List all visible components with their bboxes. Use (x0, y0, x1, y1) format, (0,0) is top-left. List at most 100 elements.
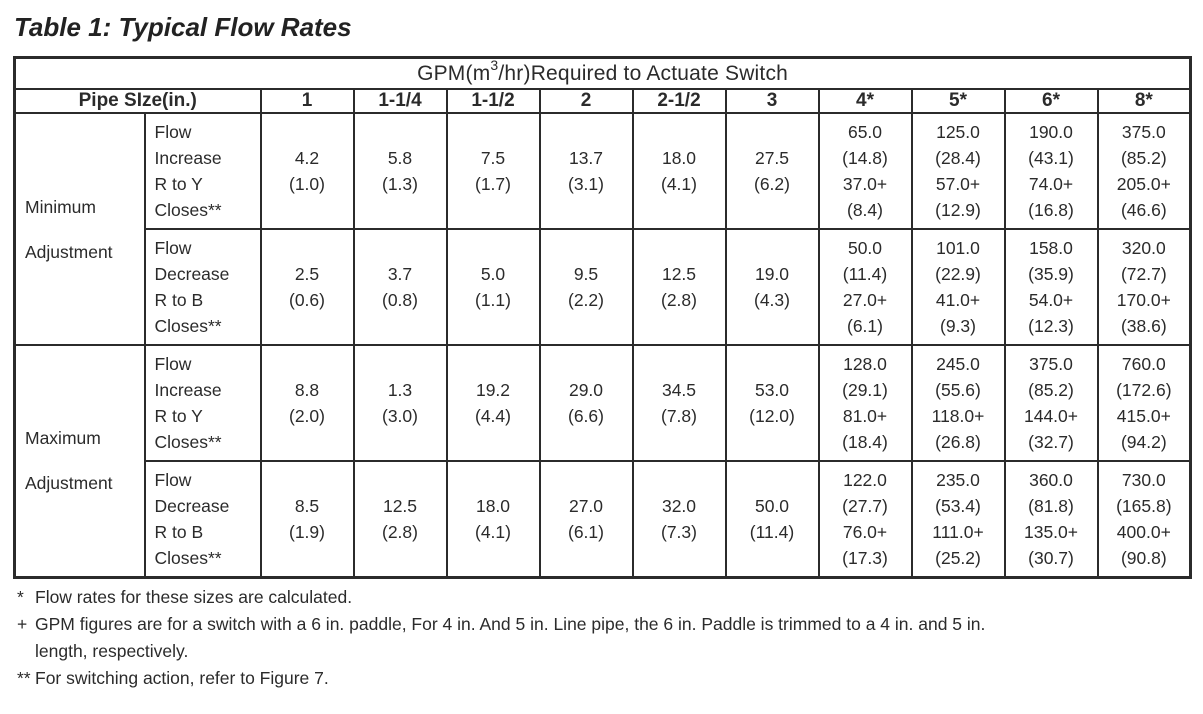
data-row: Maximum Adjustment Flow Increase R to Y Close… (13, 344, 1192, 578)
footnotes: * Flow rates for these sizes are calculat… (17, 584, 1203, 692)
value-line: 122.0 (843, 469, 887, 490)
value-line: (0.8) (382, 290, 418, 310)
value-line: (0.6) (289, 290, 325, 310)
value-line: (8.4) (847, 200, 883, 220)
value-cell: 19.0 (4.3) (724, 228, 820, 346)
pipe-size-header: 2-1/2 (631, 88, 727, 114)
footnote-text: GPM figures are for a switch with a 6 in… (35, 613, 986, 634)
value-line: (43.1) (1028, 148, 1074, 168)
value-line: (81.8) (1028, 495, 1074, 516)
value-line: (11.4) (749, 521, 795, 542)
value-line: (6.6) (568, 406, 604, 426)
value-line: 4.2 (294, 148, 320, 168)
value-line: 54.0+ (1028, 290, 1074, 310)
row-label-line: Flow (154, 238, 192, 258)
footnote-marker: + (17, 613, 28, 634)
value-cell: 50.0 (11.4) (724, 460, 820, 578)
value-line: (2.8) (382, 521, 418, 542)
value-cell: 50.0 (11.4) 27.0+ (6.1) (817, 228, 913, 346)
page-title: Table 1: Typical Flow Rates (14, 12, 352, 42)
value-line: (14.8) (842, 148, 888, 168)
gpm-header-cell: GPM(m3/hr)Required to Actuate Switch (13, 56, 1192, 90)
value-line: 9.5 (573, 264, 599, 284)
value-line: 730.0 (1121, 469, 1166, 490)
value-cell: 730.0 (165.8) 400.0+ (90.8) (1096, 460, 1192, 578)
value-cell: 2.5 (0.6) (259, 228, 355, 346)
value-cell: 12.5 (2.8) (631, 228, 727, 346)
table-body: Minimum Adjustment Flow Increase R to Y Close… (13, 112, 1192, 578)
value-line: (9.3) (940, 316, 976, 336)
data-row: Flow Decrease R to B Closes** 2.5 (0.6) 3.7 (0.… (15, 228, 1192, 346)
footnote-line: * Flow rates for these sizes are calculat… (17, 584, 1203, 611)
value-line: 12.5 (661, 264, 697, 284)
value-line: 37.0+ (842, 174, 888, 194)
value-line: 111.0+ (932, 521, 984, 542)
value-line: (1.0) (289, 174, 325, 194)
value-line: 158.0 (1029, 238, 1073, 258)
value-cell: 65.0 (14.8) 37.0+ (8.4) (817, 112, 913, 230)
value-line: 320.0 (1121, 238, 1166, 258)
adjustment-group-cell: Minimum Adjustment (13, 112, 146, 346)
value-line: 1.3 (387, 380, 413, 400)
value-line: (17.3) (842, 547, 888, 568)
value-line: 53.0 (754, 380, 790, 400)
value-line: (4.1) (661, 174, 697, 194)
footnote-line: ** For switching action, refer to Figure … (17, 665, 1203, 692)
value-line: 74.0+ (1028, 174, 1074, 194)
value-line: 65.0 (847, 122, 883, 142)
value-line: (85.2) (1028, 380, 1074, 400)
footnote-line: + GPM figures are for a switch with a 6 i… (17, 611, 1203, 638)
value-line: 29.0 (568, 380, 604, 400)
row-label-line: Flow (154, 122, 192, 142)
value-line: (30.7) (1028, 547, 1074, 568)
data-row: Minimum Adjustment Flow Increase R to Y Close… (13, 112, 1192, 346)
row-label-cell: Flow Increase R to Y Closes** (143, 112, 262, 230)
row-label-line: Increase (154, 380, 222, 400)
value-line: (6.1) (847, 316, 883, 336)
value-line: 19.0 (754, 264, 790, 284)
row-label-line: Closes** (154, 200, 222, 220)
value-line: 81.0+ (842, 406, 888, 426)
value-line: (27.7) (842, 495, 888, 516)
flow-rates-table: GPM(m3/hr)Required to Actuate Switch Pip… (13, 56, 1193, 579)
value-line: 415.0+ (1116, 406, 1171, 426)
value-cell: 12.5 (2.8) (352, 460, 448, 578)
group-label-line: Minimum (25, 196, 96, 217)
value-cell: 18.0 (4.1) (445, 460, 541, 578)
row-label-line: R to B (154, 290, 204, 310)
table-header: GPM(m3/hr)Required to Actuate Switch Pip… (13, 56, 1192, 114)
row-label-line: Flow (154, 354, 192, 374)
value-line: (12.0) (749, 406, 795, 426)
footnote-text: For switching action, refer to Figure 7. (35, 667, 329, 688)
value-cell: 158.0 (35.9) 54.0+ (12.3) (1003, 228, 1099, 346)
value-cell: 320.0 (72.7) 170.0+ (38.6) (1096, 228, 1192, 346)
value-line: (12.9) (935, 200, 981, 220)
value-line: 50.0 (847, 238, 883, 258)
value-cell: 9.5 (2.2) (538, 228, 634, 346)
pipe-size-header: 1 (259, 88, 355, 114)
value-cell: 19.2 (4.4) (445, 344, 541, 462)
value-line: 128.0 (843, 354, 887, 374)
value-cell: 29.0 (6.6) (538, 344, 634, 462)
value-line: 34.5 (661, 380, 697, 400)
value-line: (11.4) (842, 264, 888, 284)
value-cell: 125.0 (28.4) 57.0+ (12.9) (910, 112, 1006, 230)
data-row: Flow Decrease R to B Closes** 8.5 (1.9) 12.5 (2… (15, 460, 1192, 578)
value-line: 375.0 (1029, 354, 1073, 374)
footnote-text: Flow rates for these sizes are calculate… (35, 586, 353, 607)
value-line: (90.8) (1120, 547, 1167, 568)
gpm-header-row: GPM(m3/hr)Required to Actuate Switch (13, 56, 1192, 90)
value-line: (1.3) (382, 174, 418, 194)
pipe-size-header: 2 (538, 88, 634, 114)
value-line: (7.3) (661, 521, 697, 542)
value-line: 18.0 (661, 148, 697, 168)
value-cell: 8.8 (2.0) (259, 344, 355, 462)
value-cell: 32.0 (7.3) (631, 460, 727, 578)
value-line: 27.5 (754, 148, 790, 168)
value-cell: 122.0 (27.7) 76.0+ (17.3) (817, 460, 913, 578)
value-line: 235.0 (936, 469, 980, 490)
row-label-line: R to Y (154, 174, 203, 194)
value-line: 27.0+ (842, 290, 888, 310)
value-line: (22.9) (935, 264, 981, 284)
value-cell: 1.3 (3.0) (352, 344, 448, 462)
